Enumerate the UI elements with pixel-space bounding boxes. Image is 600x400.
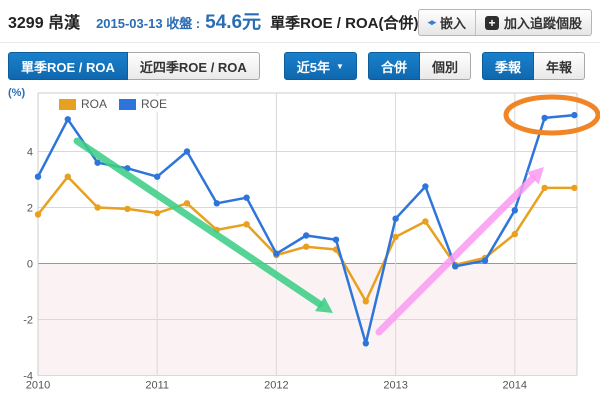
chart-legend: ROA ROE xyxy=(53,96,174,112)
individual-button[interactable]: 個別 xyxy=(419,52,471,80)
quarterly-report-button[interactable]: 季報 xyxy=(481,52,534,80)
legend-roa-label: ROA xyxy=(81,97,108,111)
metric-tab-group: 單季ROE / ROA 近四季ROE / ROA xyxy=(8,52,260,80)
plus-icon: + xyxy=(484,15,499,30)
svg-text:4: 4 xyxy=(27,147,33,159)
stock-title: 3299 帛漢 xyxy=(8,9,80,33)
stock-name: 帛漢 xyxy=(48,15,81,32)
svg-text:2014: 2014 xyxy=(503,380,527,392)
roa-swatch xyxy=(59,98,76,110)
legend-item-roe: ROE xyxy=(119,97,167,111)
y-axis-unit-label: (%) xyxy=(8,87,26,99)
add-to-watchlist-label: 加入追蹤個股 xyxy=(503,16,582,31)
header-divider xyxy=(0,42,600,43)
close-price: 54.6元 xyxy=(205,12,262,33)
yearly-report-button[interactable]: 年報 xyxy=(533,52,585,80)
svg-text:-4: -4 xyxy=(23,371,33,383)
svg-text:0: 0 xyxy=(27,259,33,271)
svg-text:2010: 2010 xyxy=(26,380,50,392)
svg-text:2012: 2012 xyxy=(264,380,288,392)
page-title: 單季ROE / ROA(合併) xyxy=(270,15,419,32)
svg-text:-2: -2 xyxy=(23,315,33,327)
close-date-label: 2015-03-13 收盤 : xyxy=(96,13,200,32)
tab-single-quarter-roe-roa[interactable]: 單季ROE / ROA xyxy=(8,52,128,80)
legend-item-roa: ROA xyxy=(59,97,107,111)
embed-button-label: 嵌入 xyxy=(439,16,466,31)
consolidation-toggle-group: 合併 個別 xyxy=(367,52,471,80)
svg-text:2013: 2013 xyxy=(383,380,407,392)
svg-text:2011: 2011 xyxy=(145,380,169,392)
header-button-group: ◂▸ 嵌入 + 加入追蹤個股 xyxy=(417,9,592,36)
stock-code: 3299 xyxy=(8,15,44,32)
caret-down-icon: ▼ xyxy=(336,61,344,71)
roe-swatch xyxy=(119,98,137,110)
svg-text:2: 2 xyxy=(27,203,33,215)
header: 3299 帛漢 2015-03-13 收盤 : 54.6元 單季ROE / RO… xyxy=(8,7,418,34)
embed-button[interactable]: ◂▸ 嵌入 xyxy=(419,10,475,35)
range-dropdown-label: 近5年 xyxy=(296,59,331,75)
tab-trailing-4q-roe-roa[interactable]: 近四季ROE / ROA xyxy=(127,52,260,80)
chart-controls: 近5年 ▼ 合併 個別 季報 年報 xyxy=(283,52,585,80)
toolbar: 單季ROE / ROA 近四季ROE / ROA 近5年 ▼ 合併 個別 季報 年… xyxy=(8,52,585,80)
close-label: 收盤 : xyxy=(166,16,201,31)
legend-roe-label: ROE xyxy=(141,97,168,111)
report-period-toggle-group: 季報 年報 xyxy=(481,52,585,80)
range-group: 近5年 ▼ xyxy=(283,52,357,80)
consolidated-button[interactable]: 合併 xyxy=(367,52,420,80)
add-to-watchlist-button[interactable]: + 加入追蹤個股 xyxy=(474,10,591,35)
range-dropdown[interactable]: 近5年 ▼ xyxy=(283,52,357,80)
close-date: 2015-03-13 xyxy=(96,16,163,31)
embed-icon: ◂▸ xyxy=(427,17,436,27)
